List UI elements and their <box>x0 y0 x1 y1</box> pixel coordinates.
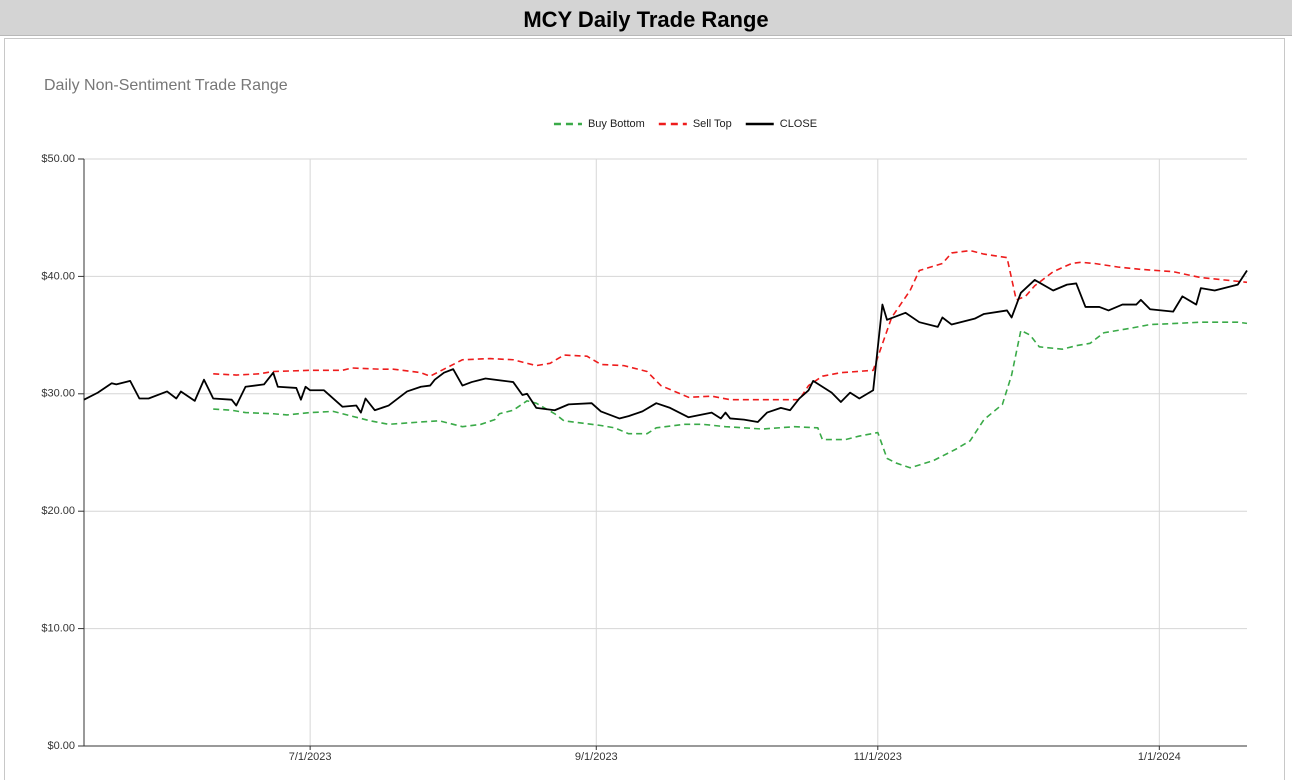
y-tick-label: $50.00 <box>41 153 75 165</box>
x-tick-label: 1/1/2024 <box>1138 751 1181 763</box>
legend-label: Buy Bottom <box>588 118 645 130</box>
series-line <box>213 249 1248 401</box>
legend-label: CLOSE <box>780 118 817 130</box>
y-tick-label: $0.00 <box>47 740 75 752</box>
y-tick-label: $10.00 <box>41 623 75 635</box>
legend-label: Sell Top <box>693 118 732 130</box>
series-line <box>83 270 1248 423</box>
sheet-header: MCY Daily Trade Range <box>0 0 1292 36</box>
x-tick-label: 11/1/2023 <box>854 751 902 763</box>
x-tick-label: 7/1/2023 <box>289 751 332 763</box>
y-tick-label: $20.00 <box>41 505 75 517</box>
chart-title: Daily Non-Sentiment Trade Range <box>44 77 288 94</box>
y-tick-label: $40.00 <box>41 270 75 282</box>
x-tick-label: 9/1/2023 <box>575 751 618 763</box>
series-line <box>213 321 1248 469</box>
y-tick-label: $30.00 <box>41 388 75 400</box>
